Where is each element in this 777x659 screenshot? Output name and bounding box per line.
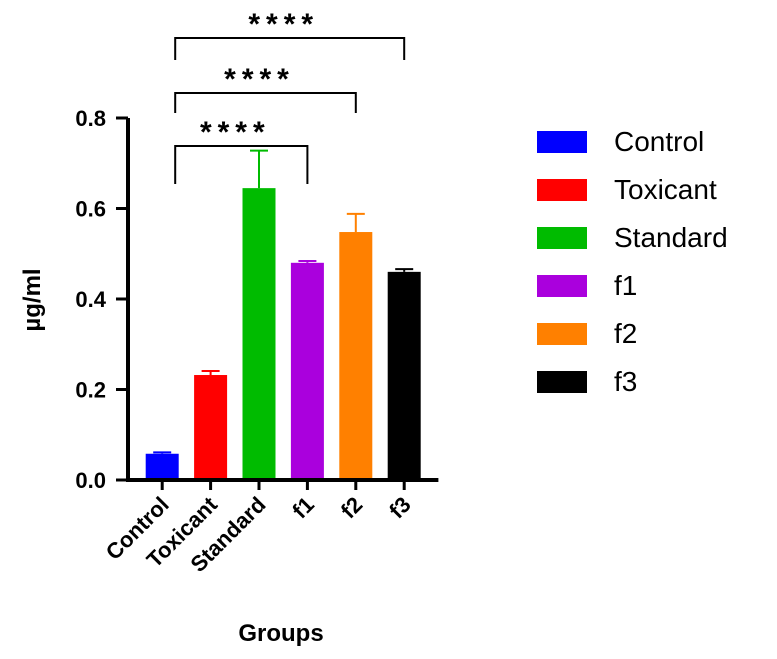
bar-f3 (387, 271, 421, 480)
significance-bracket (174, 145, 309, 184)
legend-swatch (537, 179, 587, 201)
legend-label: Control (614, 126, 704, 157)
y-tick-label: 0.4 (75, 287, 106, 312)
bar-standard (242, 188, 276, 480)
significance-annotations: **** **** **** (174, 8, 406, 184)
legend-swatch (537, 275, 587, 297)
y-tick-label: 0.8 (75, 106, 106, 131)
legend-label: f1 (614, 270, 637, 301)
legend-label: Standard (614, 222, 728, 253)
legend-swatch (537, 131, 587, 153)
legend-label: Toxicant (614, 174, 717, 205)
legend-swatch (537, 371, 587, 393)
bars (145, 149, 421, 480)
significance-label: **** (248, 8, 319, 41)
y-tick-label: 0.2 (75, 378, 106, 403)
y-axis-title: µg/ml (19, 268, 46, 331)
bar-control (145, 453, 179, 480)
x-tick-label: f1 (287, 492, 319, 524)
significance-bracket (174, 37, 406, 60)
x-axis-title: Groups (238, 620, 323, 647)
x-tick-label: f2 (336, 492, 368, 524)
y-tick-label: 0.6 (75, 197, 106, 222)
significance-label: **** (200, 116, 271, 149)
x-tick-label: f3 (384, 492, 416, 524)
significance-label: **** (224, 63, 295, 96)
bar-f1 (290, 262, 324, 480)
legend-label: f3 (614, 366, 637, 397)
significance-bracket (174, 92, 357, 113)
bar-toxicant (194, 375, 228, 480)
bar-f2 (339, 232, 373, 480)
y-axis: 0.0 0.2 0.4 0.6 0.8 (75, 106, 130, 493)
legend-label: f2 (614, 318, 637, 349)
y-tick-label: 0.0 (75, 468, 106, 493)
legend-swatch (537, 323, 587, 345)
legend-swatch (537, 227, 587, 249)
legend: Control Toxicant Standard f1 f2 f3 (537, 126, 728, 397)
